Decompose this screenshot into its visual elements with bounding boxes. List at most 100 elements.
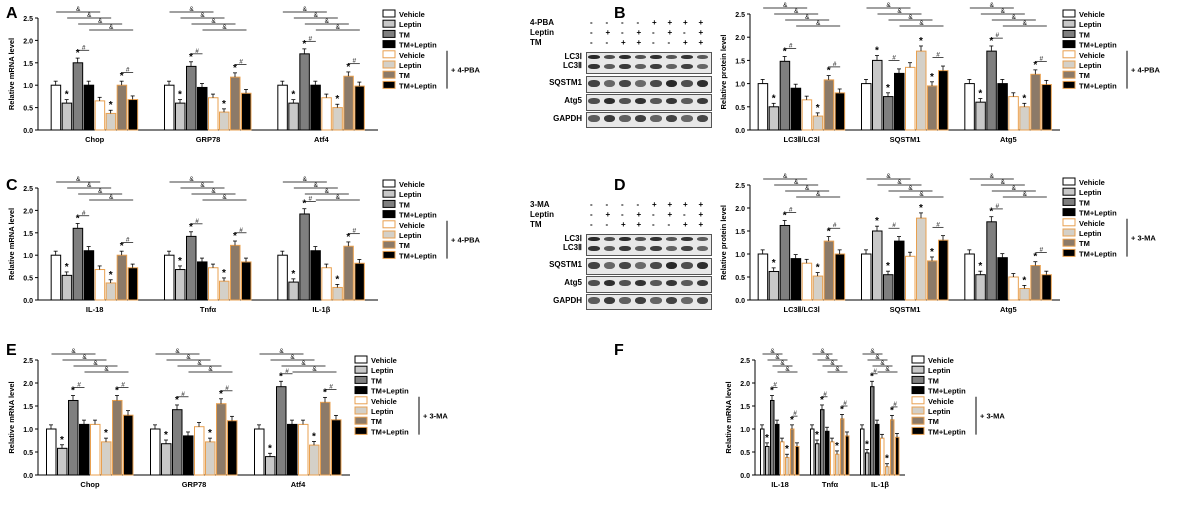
legend-label: Leptin (371, 366, 394, 375)
significance-star: * (875, 46, 879, 57)
significance-star: * (886, 83, 890, 94)
significance-star: * (989, 207, 993, 218)
significance-star: * (222, 268, 226, 279)
blot-condition-mark: - (621, 210, 624, 219)
category-label: Tnfα (822, 480, 839, 489)
legend-swatch (354, 365, 368, 374)
significance-label: & (835, 366, 840, 373)
significance-star: * (189, 222, 193, 233)
significance-label: & (312, 366, 317, 373)
legend-label: TM (371, 376, 382, 385)
bar (861, 83, 872, 131)
blot-condition-mark: + (605, 210, 611, 219)
significance-label: & (303, 176, 308, 183)
y-tick-label: 2.0 (23, 38, 33, 45)
significance-label: & (820, 348, 825, 355)
bar (332, 286, 343, 301)
blot-band-spot (696, 237, 708, 241)
legend-label: Vehicle (399, 51, 425, 60)
legend-swatch (1062, 228, 1076, 237)
blot-band-spot (603, 237, 615, 241)
blot-condition-label: 3-MA (530, 200, 550, 209)
legend-label: Leptin (1079, 61, 1102, 70)
significance-label: & (200, 182, 205, 189)
blot-band-spot (588, 64, 600, 69)
bar (186, 235, 197, 301)
blot-condition-mark: + (605, 28, 611, 37)
significance-label: & (770, 348, 775, 355)
legend-swatch (354, 386, 368, 395)
bar (94, 269, 106, 301)
blot-band-label: LC3Ⅱ (562, 61, 582, 70)
blot-lane-box (586, 276, 712, 293)
blot-condition-mark: - (605, 18, 609, 27)
blot-band-spot (619, 237, 631, 241)
significance-label: & (197, 360, 202, 367)
legend-label: TM+Leptin (1079, 249, 1117, 258)
bar (216, 403, 227, 476)
panel-letter: F (614, 342, 624, 359)
legend-swatch (1062, 9, 1076, 18)
y-tick-label: 2.5 (23, 16, 33, 23)
significance-label: & (109, 194, 114, 201)
significance-label: & (816, 191, 821, 198)
significance-label: & (93, 360, 98, 367)
bar (835, 453, 840, 476)
legend-swatch (1062, 70, 1076, 79)
blot-condition-mark: + (667, 210, 673, 219)
bar (875, 423, 880, 476)
legend-swatch (1062, 50, 1076, 59)
blot-band-label: Atg5 (564, 278, 582, 287)
legend-label: TM (1079, 30, 1090, 39)
bar (770, 399, 775, 476)
bar (150, 428, 161, 476)
blot-condition-mark: + (636, 38, 642, 47)
blot-band-spot (696, 80, 708, 87)
legend-label: TM (928, 417, 939, 426)
significance-star: * (71, 385, 75, 396)
significance-label: & (82, 354, 87, 361)
legend-label: TM (399, 71, 410, 80)
significance-star: * (233, 63, 237, 74)
blot-band-spot (634, 55, 646, 59)
legend-swatch (354, 375, 368, 384)
blot-condition-mark: - (636, 200, 640, 209)
y-tick-label: 0.0 (740, 473, 750, 480)
significance-label: & (990, 173, 995, 180)
legend: VehicleLeptinTMTM+LeptinVehicleLeptinTMT… (382, 9, 481, 90)
significance-label: # (843, 400, 847, 407)
bar (288, 281, 299, 301)
blot-band-spot (603, 115, 615, 122)
significance-star: * (770, 385, 774, 396)
significance-label: & (886, 173, 891, 180)
significance-label: & (175, 348, 180, 355)
significance-label: & (1012, 14, 1017, 21)
legend-label: Vehicle (399, 180, 425, 189)
bar (834, 253, 846, 301)
bar (230, 76, 241, 131)
bar (127, 267, 139, 301)
significance-star: * (875, 216, 879, 227)
significance-label: & (897, 8, 902, 15)
bar (310, 250, 321, 301)
significance-label: & (775, 354, 780, 361)
significance-label: & (189, 6, 194, 13)
blot-condition-mark: + (652, 200, 657, 209)
significance-label: # (996, 32, 1000, 39)
bar (760, 428, 765, 476)
bar (50, 84, 62, 131)
panel-letter: D (614, 177, 626, 194)
blot-condition-mark: + (667, 18, 673, 27)
significance-star: * (219, 389, 223, 400)
significance-star: * (827, 227, 831, 238)
significance-star: * (930, 72, 934, 83)
bar (298, 423, 309, 476)
blot-band-spot (619, 80, 631, 87)
bar (105, 282, 117, 301)
bar (938, 239, 949, 301)
blot-band-spot (696, 98, 708, 104)
significance-star: * (790, 415, 794, 426)
blot-band-spot (603, 280, 615, 286)
blot-band-label: Atg5 (564, 96, 582, 105)
bar (790, 258, 802, 301)
